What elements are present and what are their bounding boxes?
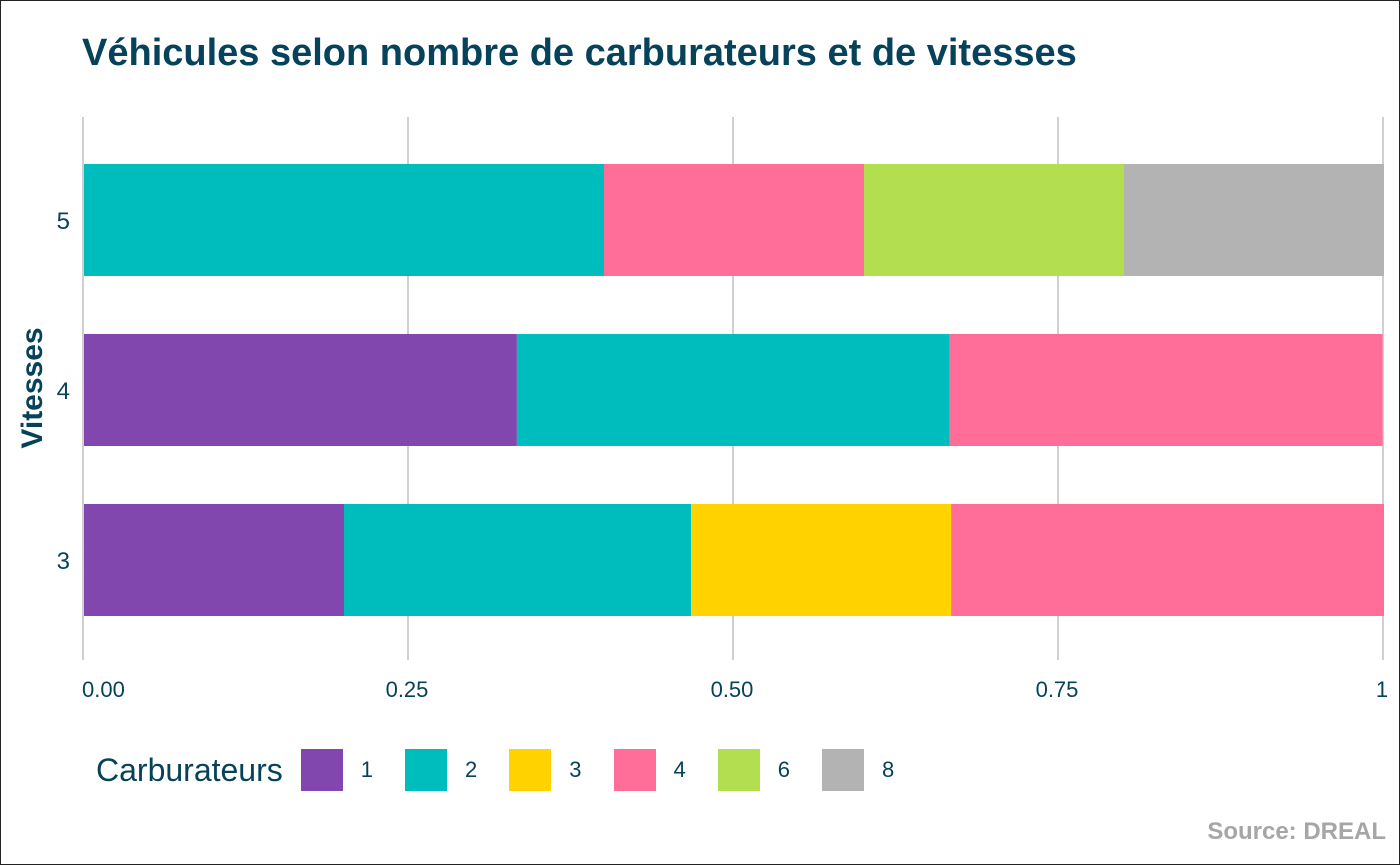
bar-segment xyxy=(951,504,1384,616)
y-tick-label: 5 xyxy=(57,208,70,235)
legend-key xyxy=(509,749,552,791)
y-axis-title: Vitesses xyxy=(16,327,49,448)
legend-items: 1 2 3 4 6 8 xyxy=(300,749,927,791)
x-tick-label: 0.50 xyxy=(711,677,754,702)
legend-item: 8 xyxy=(822,749,894,791)
legend-label: 4 xyxy=(673,757,686,782)
legend-item: 4 xyxy=(613,749,686,791)
legend: Carburateurs 1 2 3 4 6 8 xyxy=(96,748,926,792)
legend-item: 3 xyxy=(509,749,582,791)
x-tick-label: 1 xyxy=(1376,677,1388,702)
legend-key xyxy=(613,749,656,791)
legend-item: 6 xyxy=(717,749,790,791)
legend-item: 2 xyxy=(405,749,477,791)
x-tick-label: 0.25 xyxy=(386,677,429,702)
x-tick-label: 0.75 xyxy=(1036,677,1079,702)
bar-segment xyxy=(1124,164,1384,276)
x-tick-label: 0.00 xyxy=(82,677,125,702)
legend-title: Carburateurs xyxy=(96,751,283,788)
legend-key xyxy=(717,749,760,791)
legend-key xyxy=(822,749,864,791)
bar-segment xyxy=(691,504,952,616)
y-tick-label: 4 xyxy=(57,378,70,405)
bar-segment xyxy=(84,504,344,616)
chart-title: Véhicules selon nombre de carburateurs e… xyxy=(82,32,1077,74)
bar-segment xyxy=(516,334,950,446)
legend-label: 1 xyxy=(360,757,373,782)
legend-item: 1 xyxy=(300,749,373,791)
bar-segment xyxy=(604,164,864,276)
legend-label: 6 xyxy=(777,757,790,782)
source-caption: Source: DREAL xyxy=(1207,818,1386,845)
legend-label: 2 xyxy=(465,757,478,782)
bar-segment xyxy=(344,504,692,616)
y-tick-label: 3 xyxy=(57,548,70,575)
bar-segment xyxy=(949,334,1383,446)
bar-segment xyxy=(84,164,604,276)
legend-label: 3 xyxy=(569,757,582,782)
legend-label: 8 xyxy=(882,757,895,782)
legend-key xyxy=(300,749,343,791)
bar-segment xyxy=(864,164,1124,276)
legend-key xyxy=(405,749,447,791)
bar-segment xyxy=(84,334,517,446)
